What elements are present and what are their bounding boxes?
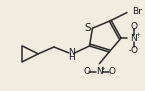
Text: O: O	[109, 67, 116, 76]
Text: O: O	[83, 67, 90, 76]
Text: N: N	[130, 34, 137, 43]
Text: N: N	[68, 48, 75, 57]
Text: H: H	[68, 53, 75, 62]
Text: -: -	[129, 46, 131, 55]
Text: N: N	[96, 67, 103, 76]
Text: +: +	[135, 32, 140, 37]
Text: O: O	[130, 22, 137, 31]
Text: O: O	[130, 46, 137, 55]
Text: Br: Br	[132, 7, 142, 16]
Text: +: +	[100, 66, 105, 71]
Text: -: -	[85, 64, 88, 70]
Text: S: S	[84, 23, 91, 33]
Text: ·: ·	[102, 68, 104, 77]
Text: ·: ·	[136, 35, 138, 44]
